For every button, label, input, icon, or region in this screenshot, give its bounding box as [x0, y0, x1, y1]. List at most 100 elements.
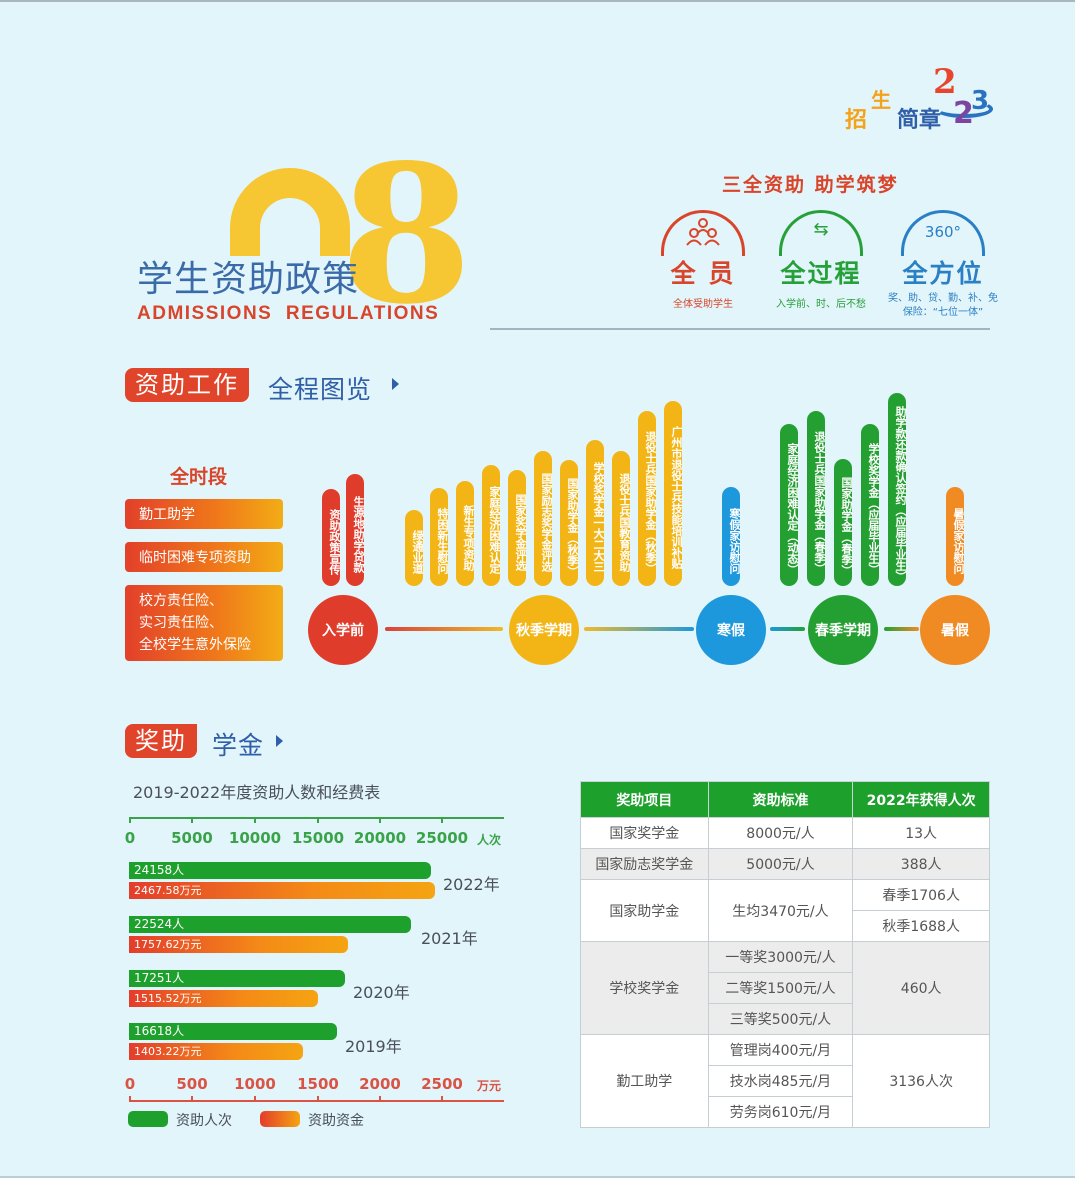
- logo-year-digit: 2: [933, 62, 957, 102]
- bar-funds-2022: 2467.58万元: [129, 882, 435, 899]
- slogan: 三全资助 助学筑梦: [722, 174, 899, 196]
- timeline-pill: 家庭经济困难认定: [482, 465, 501, 586]
- table-cell: 管理岗400元/月: [707, 1034, 854, 1066]
- table-cell: 国家奖学金: [580, 817, 709, 849]
- timeline-node-winter: 寒假: [696, 595, 766, 665]
- table-cell: 秋季1688人: [852, 910, 990, 942]
- timeline-pill: 助学款还款确认签约︵应届毕业生︶: [888, 393, 907, 586]
- legend-swatch-people: [128, 1111, 168, 1127]
- axis-tick: [254, 817, 256, 823]
- axis-tick-label: 20000: [353, 829, 407, 847]
- axis-tick-label: 5000: [171, 829, 213, 847]
- table-row: 劳务岗610元/月: [581, 1096, 990, 1128]
- table-cell: 国家助学金: [580, 879, 709, 942]
- arc-frame: [661, 210, 745, 256]
- alltime-item-line: 全校学生意外保险: [139, 637, 251, 653]
- year-label: 2019年: [345, 1037, 402, 1056]
- timeline-pill: 学校奖学金︵应届毕业生︶: [861, 424, 880, 586]
- bar-funds-2020: 1515.52万元: [129, 990, 318, 1007]
- pillar-desc: 奖、助、贷、勤、补、免 保险：“七位一体”: [888, 292, 998, 320]
- table-cell: 学校奖学金: [580, 941, 709, 1035]
- timeline-pill: 退役士兵国家助学金︵春季︶: [807, 411, 826, 586]
- timeline-pill: 退役士兵国家助学金︵秋季︶: [638, 411, 657, 586]
- table-cell: 勤工助学: [580, 1034, 709, 1128]
- axis-tick-label: 0: [124, 829, 136, 847]
- table-row: 国家励志奖学金 5000元/人 388人: [580, 848, 990, 880]
- legend-swatch-funds: [260, 1111, 300, 1127]
- top-axis: [129, 817, 504, 819]
- bar-people-2022: 24158人: [129, 862, 431, 879]
- admissions-logo: 招 生 简章 2 2 3: [845, 62, 995, 133]
- axis-tick-label: 1500: [297, 1075, 339, 1093]
- timeline-node-pre-enrollment: 入学前: [308, 595, 378, 665]
- rotate-360-icon: 360°: [924, 223, 962, 241]
- table-cell: 388人: [852, 848, 990, 880]
- timeline-pill: 暑假家访慰问: [946, 487, 965, 586]
- pillar-all-round: 360° 全方位 奖、助、贷、勤、补、免 保险：“七位一体”: [888, 210, 998, 320]
- table-row: 勤工助学 管理岗400元/月 3136人次: [580, 1034, 990, 1128]
- year-label: 2022年: [443, 875, 500, 894]
- caret-right-icon: [392, 378, 399, 390]
- axis-tick: [441, 817, 443, 823]
- axis-tick-label: 0: [124, 1075, 136, 1093]
- table-cell: 春季1706人: [852, 879, 990, 911]
- timeline-pill: 生源地助学贷款: [346, 474, 365, 586]
- chart-title: 2019-2022年度资助人数和经费表: [133, 783, 381, 802]
- axis-tick-label: 2500: [421, 1075, 463, 1093]
- pillar-desc-line: 奖、助、贷、勤、补、免: [888, 293, 998, 304]
- pillar-desc-line: 保险：“七位一体”: [902, 307, 984, 318]
- top-border: [0, 0, 1075, 2]
- timeline-pill: 退役士兵国教育资助: [612, 451, 631, 586]
- year-label: 2020年: [353, 983, 410, 1002]
- table-row: 二等奖1500元/人: [581, 972, 990, 1004]
- timeline-pill: 新生专项资助: [456, 481, 475, 586]
- logo-char-sheng: 生: [871, 88, 891, 112]
- caret-right-icon: [276, 735, 283, 747]
- table-row: 三等奖500元/人: [581, 1003, 990, 1035]
- timeline-pill: 国家助学金︵春季︶: [834, 459, 853, 586]
- timeline-pill: 国家奖学金评选: [508, 470, 527, 586]
- page-subtitle: ADMISSIONS REGULATIONS: [137, 303, 440, 324]
- arc-frame: 360°: [901, 210, 985, 256]
- axis-tick: [191, 817, 193, 823]
- table-cell: 13人: [852, 817, 990, 849]
- page-title: 学生资助政策: [137, 259, 360, 300]
- pillar-desc: 全体受助学生: [673, 299, 733, 310]
- table-cell: 三等奖500元/人: [707, 1003, 854, 1035]
- section-title: 学金: [212, 731, 265, 760]
- people-icon: [686, 218, 720, 246]
- table-row: 学校奖学金 一等奖3000元/人 460人: [580, 941, 990, 1035]
- timeline-node-spring: 春季学期: [808, 595, 878, 665]
- pillar-whole-process: ⇆ 全过程 入学前、时、后不愁: [766, 210, 876, 312]
- timeline-pill: 国家助学金︵秋季︶: [560, 460, 579, 586]
- timeline-pill: 资助政策宣传: [322, 489, 341, 586]
- table-row: 秋季1688人: [581, 910, 990, 942]
- table-cell: 劳务岗610元/月: [707, 1096, 854, 1128]
- axis-tick-label: 1000: [234, 1075, 276, 1093]
- exchange-arrows-icon: ⇆: [813, 219, 829, 240]
- bottom-axis: [129, 1100, 504, 1102]
- axis-tick: [441, 1096, 443, 1102]
- axis-tick-label: 15000: [291, 829, 345, 847]
- table-header-row: 奖助项目 资助标准 2022年获得人次: [580, 781, 990, 818]
- table-header: 资助标准: [707, 781, 854, 818]
- logo-wave-icon: [935, 100, 993, 118]
- table-cell: 460人: [852, 941, 990, 1035]
- table-row: 技水岗485元/月: [581, 1065, 990, 1097]
- table-cell: 技水岗485元/月: [707, 1065, 854, 1097]
- bar-people-2020: 17251人: [129, 970, 345, 987]
- table-cell: 一等奖3000元/人: [707, 941, 854, 973]
- timeline-connector: [385, 627, 503, 631]
- arc-frame: ⇆: [779, 210, 863, 256]
- table-row: 国家奖学金 8000元/人 13人: [580, 817, 990, 849]
- axis-tick-label: 10000: [228, 829, 282, 847]
- logo-year-digit: 3: [971, 86, 990, 116]
- timeline-node-autumn: 秋季学期: [509, 595, 579, 665]
- axis-tick: [129, 1096, 131, 1102]
- alltime-item: 勤工助学: [125, 499, 283, 529]
- section-tag: 资助工作: [125, 368, 249, 402]
- timeline-connector: [770, 627, 805, 631]
- timeline-pill: 绿通业道: [405, 510, 424, 586]
- axis-tick: [317, 1096, 319, 1102]
- aid-standards-table: 奖助项目 资助标准 2022年获得人次 国家奖学金 8000元/人 13人 国家…: [580, 781, 990, 1128]
